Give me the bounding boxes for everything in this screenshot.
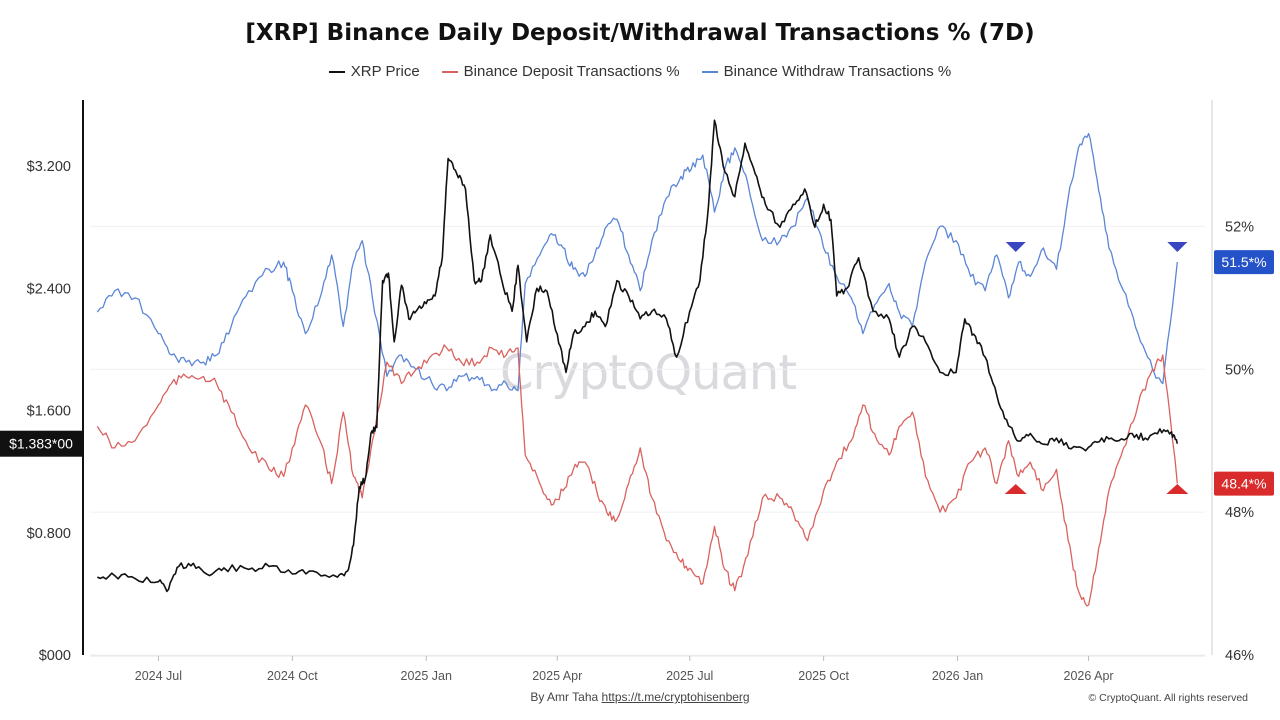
x-tick-label-7: 2026 Apr <box>1064 669 1114 683</box>
y-right-tick-label-3: 52% <box>1225 219 1254 235</box>
series-line-0[interactable] <box>96 119 1179 593</box>
current-badge-1 <box>1214 471 1274 496</box>
x-tick-label-3: 2025 Apr <box>532 669 582 683</box>
footer-copyright: © CryptoQuant. All rights reserved <box>1088 692 1248 704</box>
marker-triangle-up-3 <box>1166 484 1189 494</box>
series-line-2[interactable] <box>96 132 1178 392</box>
chart-title: [XRP] Binance Daily Deposit/Withdrawal T… <box>245 20 1035 46</box>
marker-triangle-up-2 <box>1004 484 1027 494</box>
x-tick-label-1: 2024 Oct <box>267 669 318 683</box>
legend-item-withdraw[interactable]: Binance Withdraw Transactions % <box>701 63 952 80</box>
chart-legend: XRP Price Binance Deposit Transactions %… <box>0 63 1280 80</box>
x-tick-label-2: 2025 Jan <box>401 669 452 683</box>
y-right-tick-label-2: 50% <box>1225 362 1254 378</box>
footer-credit: By Amr Taha https://t.me/cryptohisenberg <box>0 690 1280 704</box>
y-left-tick-label-4: $3.200 <box>27 159 71 175</box>
legend-swatch-withdraw <box>701 70 718 73</box>
legend-swatch-xrp-price <box>328 70 345 73</box>
legend-swatch-deposit <box>441 70 458 73</box>
x-tick-label-4: 2025 Jul <box>666 669 713 683</box>
current-badge-0 <box>1214 250 1274 275</box>
y-right-tick-label-0: 46% <box>1225 648 1254 664</box>
current-price-badge <box>0 430 82 457</box>
current-price-badge-label: $1.383*00 <box>9 436 73 452</box>
footer-link[interactable]: https://t.me/cryptohisenberg <box>601 690 750 704</box>
legend-item-deposit[interactable]: Binance Deposit Transactions % <box>441 63 680 80</box>
marker-triangle-down-1 <box>1167 242 1188 252</box>
x-tick-label-0: 2024 Jul <box>135 669 182 683</box>
current-badge-label-0: 51.5*% <box>1221 254 1266 270</box>
y-left-tick-label-1: $0.800 <box>27 526 71 542</box>
x-tick-label-6: 2026 Jan <box>932 669 983 683</box>
legend-item-xrp-price[interactable]: XRP Price <box>328 63 420 80</box>
legend-label-deposit: Binance Deposit Transactions % <box>463 63 680 80</box>
marker-triangle-down-0 <box>1005 242 1026 252</box>
y-right-tick-label-1: 48% <box>1225 505 1254 521</box>
current-badge-label-1: 48.4*% <box>1221 476 1266 492</box>
y-left-tick-label-3: $2.400 <box>27 281 71 297</box>
y-left-tick-label-0: $000 <box>39 648 71 664</box>
y-left-tick-label-2: $1.600 <box>27 404 71 420</box>
footer-author: By Amr Taha <box>530 690 599 704</box>
watermark: CryptoQuant <box>500 345 797 401</box>
legend-label-xrp-price: XRP Price <box>350 63 420 80</box>
x-tick-label-5: 2025 Oct <box>798 669 849 683</box>
series-line-1[interactable] <box>96 344 1178 607</box>
legend-label-withdraw: Binance Withdraw Transactions % <box>723 63 952 80</box>
